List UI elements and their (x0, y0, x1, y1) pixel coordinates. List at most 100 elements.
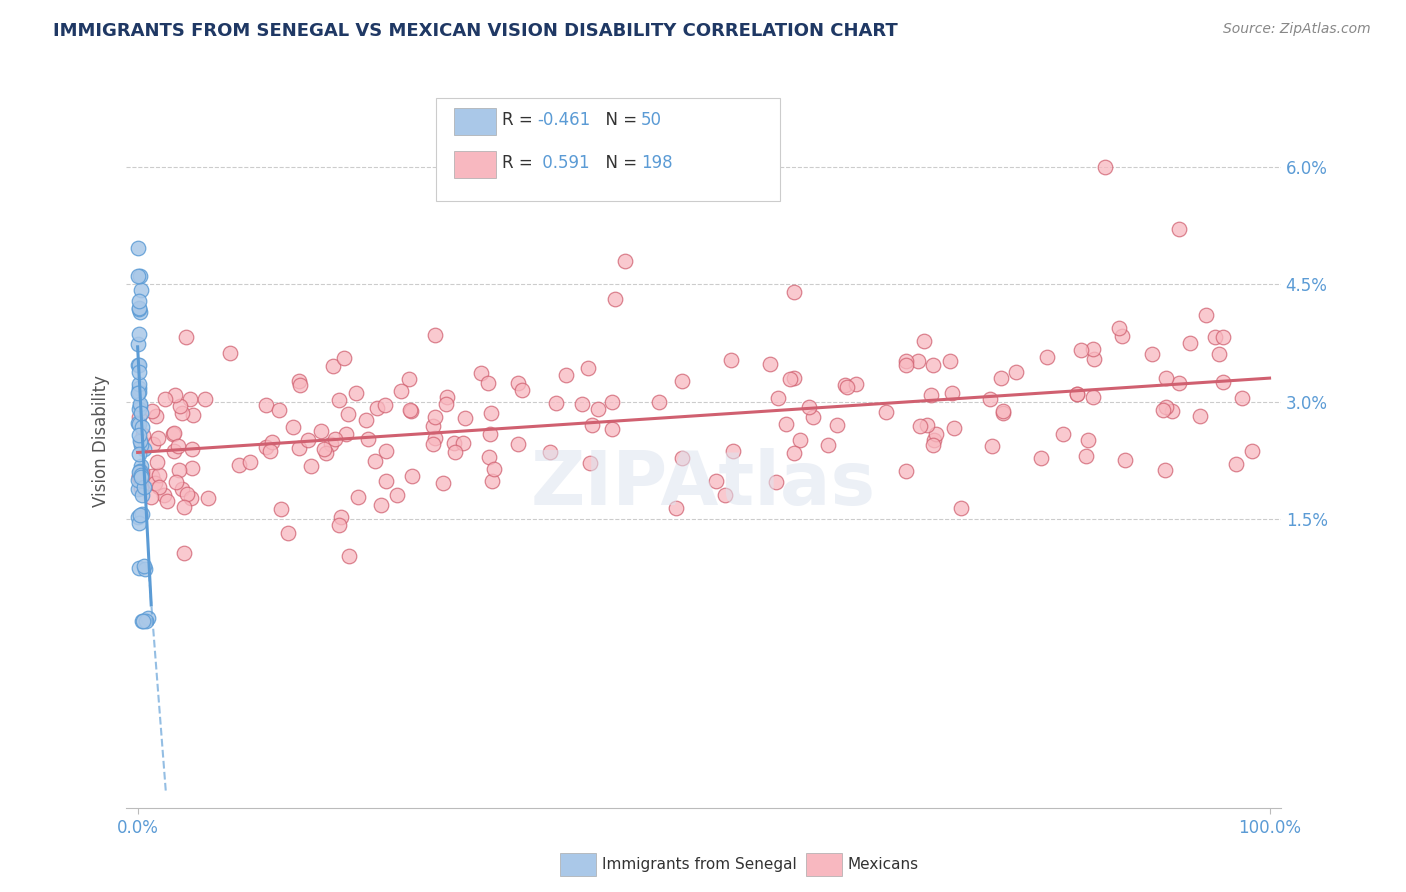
Point (538, 444, 561, 458)
Point (1111, 329, 1133, 343)
Point (219, 346, 242, 360)
Text: 0.591: 0.591 (537, 154, 589, 172)
Point (323, 432, 346, 446)
Point (387, 488, 409, 502)
Point (128, 301, 150, 316)
Point (163, 426, 186, 441)
Point (1029, 451, 1052, 466)
Point (143, 475, 166, 490)
Point (131, 488, 153, 502)
Text: R =: R = (502, 154, 538, 172)
Point (132, 614, 155, 628)
Point (1052, 427, 1074, 442)
Point (924, 427, 946, 442)
Point (422, 419, 444, 434)
Point (128, 409, 150, 424)
Point (827, 417, 849, 432)
Point (128, 401, 150, 416)
Point (398, 371, 420, 385)
Point (129, 464, 152, 478)
Point (759, 357, 782, 371)
Point (366, 401, 388, 416)
Point (127, 241, 149, 255)
Point (128, 377, 150, 392)
Point (938, 353, 960, 368)
Point (908, 418, 931, 433)
Point (1212, 375, 1234, 389)
Point (941, 386, 963, 401)
Point (422, 436, 444, 450)
Point (1241, 444, 1264, 458)
Point (1094, 160, 1116, 174)
Point (1081, 343, 1104, 357)
Point (173, 546, 195, 560)
Point (444, 445, 467, 459)
Point (169, 399, 191, 413)
Point (131, 469, 153, 483)
Point (586, 401, 609, 416)
Point (993, 406, 1015, 420)
Point (138, 611, 160, 625)
Point (259, 444, 281, 458)
Point (128, 466, 150, 480)
Point (128, 301, 150, 316)
Point (1081, 390, 1104, 404)
Point (180, 491, 202, 506)
Point (288, 441, 311, 455)
Point (321, 437, 343, 451)
Point (328, 392, 350, 407)
Point (1070, 343, 1092, 357)
Point (128, 427, 150, 442)
Point (174, 330, 197, 344)
Point (170, 405, 193, 419)
Text: Immigrants from Senegal: Immigrants from Senegal (602, 857, 797, 871)
Point (335, 426, 357, 441)
Point (432, 476, 454, 491)
Point (127, 385, 149, 400)
Point (156, 494, 179, 508)
Point (165, 387, 187, 401)
Point (139, 491, 162, 505)
Point (315, 446, 337, 460)
Point (181, 409, 204, 423)
Point (288, 377, 311, 392)
Point (330, 510, 353, 524)
Point (128, 304, 150, 318)
Text: Source: ZipAtlas.com: Source: ZipAtlas.com (1223, 22, 1371, 37)
Point (1108, 321, 1130, 335)
Point (510, 383, 533, 397)
Point (128, 384, 150, 399)
Point (127, 510, 149, 524)
Point (129, 438, 152, 452)
Point (128, 470, 150, 484)
Point (783, 371, 806, 385)
Point (801, 410, 824, 425)
Point (1225, 457, 1247, 471)
Point (436, 390, 458, 404)
Point (720, 352, 742, 367)
Point (141, 403, 163, 417)
Point (299, 459, 322, 474)
Point (128, 508, 150, 522)
Point (129, 397, 152, 411)
Point (401, 469, 423, 483)
Point (1153, 463, 1175, 477)
Point (453, 436, 475, 450)
Point (155, 392, 177, 407)
Point (1077, 433, 1099, 447)
Point (129, 481, 152, 495)
Text: ZIPAtlas: ZIPAtlas (531, 449, 876, 521)
Point (337, 549, 360, 563)
Point (173, 500, 195, 514)
Point (723, 443, 745, 458)
Point (131, 420, 153, 434)
Point (134, 558, 156, 573)
Point (1204, 329, 1226, 343)
Point (1114, 453, 1136, 467)
Text: N =: N = (595, 154, 643, 172)
Point (1168, 376, 1191, 390)
Point (443, 436, 465, 450)
Text: R =: R = (502, 112, 538, 129)
Point (576, 360, 599, 375)
Point (775, 417, 797, 432)
